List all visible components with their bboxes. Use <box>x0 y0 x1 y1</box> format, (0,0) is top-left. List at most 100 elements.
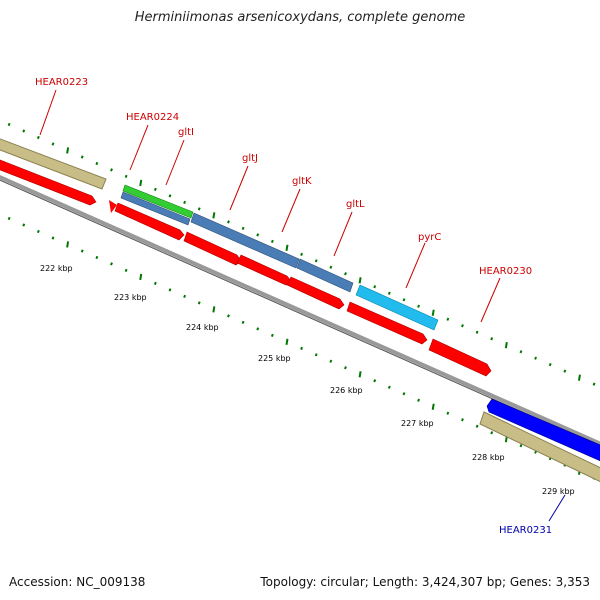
tick-mark <box>490 431 494 435</box>
tick-mark <box>490 337 494 341</box>
tick-mark <box>519 350 523 354</box>
tick-mark <box>51 142 55 146</box>
feature-band-gltk <box>296 258 354 293</box>
scale-label: 228 kbp <box>472 453 505 462</box>
feature-band-gltj <box>190 212 300 269</box>
accession-text: Accession: NC_009138 <box>9 575 146 589</box>
tick-mark <box>66 241 70 248</box>
feature-band-green <box>122 184 194 219</box>
gene-label-hear0230[interactable]: HEAR0230 <box>479 266 532 277</box>
tick-mark <box>417 398 421 402</box>
gene-label-hear0231[interactable]: HEAR0231 <box>499 525 552 536</box>
tick-mark <box>344 272 347 276</box>
tick-mark <box>548 363 552 367</box>
scale-label: 227 kbp <box>401 419 434 428</box>
tick-mark <box>95 161 99 166</box>
tick-mark <box>139 273 143 281</box>
tick-mark <box>563 369 567 373</box>
tick-mark <box>241 320 245 324</box>
tick-mark <box>227 314 230 318</box>
tick-mark <box>270 239 274 243</box>
tick-mark <box>153 187 157 192</box>
feature-band-hear0231 <box>479 411 600 483</box>
feature-track <box>0 89 600 522</box>
tick-mark <box>475 424 479 428</box>
tick-mark <box>22 223 26 227</box>
scale-label: 223 kbp <box>114 293 147 302</box>
tick-mark <box>256 233 260 237</box>
tick-mark <box>183 294 187 299</box>
tick-mark <box>197 301 201 305</box>
gene-label-gltl[interactable]: gltL <box>346 199 365 210</box>
tick-mark <box>387 385 391 389</box>
tick-mark <box>461 324 464 328</box>
tick-mark <box>285 338 289 345</box>
tick-mark <box>446 317 450 321</box>
tick-mark <box>168 288 172 292</box>
gene-label-pyrc[interactable]: pyrC <box>418 232 441 243</box>
tick-mark <box>95 255 99 260</box>
tick-mark <box>300 252 304 256</box>
tick-mark <box>387 291 391 295</box>
tick-mark <box>577 374 581 381</box>
tick-mark <box>285 244 289 251</box>
feature-band-pyrc <box>355 284 439 331</box>
leader-gltk <box>281 188 301 233</box>
gene-label-gltk[interactable]: gltK <box>292 176 312 187</box>
leader-hear0230 <box>480 277 501 323</box>
leader-gltl <box>333 211 353 257</box>
tick-mark <box>153 281 157 286</box>
tick-mark <box>183 200 187 205</box>
map-title: Herminiimonas arsenicoxydans, complete g… <box>134 10 466 25</box>
tick-mark <box>80 249 84 253</box>
scale-label: 229 kbp <box>542 487 575 496</box>
tick-mark <box>592 382 596 386</box>
tick-mark <box>329 265 333 269</box>
tick-mark <box>241 226 245 230</box>
topology-summary: Topology: circular; Length: 3,424,307 bp… <box>260 575 590 589</box>
tick-mark <box>36 229 40 234</box>
tick-mark <box>36 135 40 140</box>
tick-mark <box>110 168 113 172</box>
gene-labels: HEAR0223 HEAR0224 gltI gltJ gltK gltL py… <box>35 77 552 536</box>
tick-mark <box>110 262 113 266</box>
leader-gltj <box>229 165 249 211</box>
scale-label: 225 kbp <box>258 354 291 363</box>
tick-mark <box>314 353 318 357</box>
tick-mark <box>446 411 450 415</box>
tick-mark <box>504 342 508 349</box>
cds-arrow-hear0230 <box>428 338 492 377</box>
tick-mark <box>197 207 201 211</box>
tick-mark <box>358 371 362 378</box>
gene-label-hear0224[interactable]: HEAR0224 <box>126 112 179 123</box>
tick-mark <box>256 327 260 331</box>
tick-mark <box>417 304 421 308</box>
leader-glti <box>165 139 185 186</box>
tick-mark <box>431 403 435 410</box>
cds-arrow-gltl <box>286 276 345 310</box>
tick-mark <box>7 122 11 127</box>
tick-mark <box>344 366 347 370</box>
gene-label-gltj[interactable]: gltJ <box>242 153 258 164</box>
gene-label-glti[interactable]: gltI <box>178 127 194 138</box>
tick-mark <box>329 359 333 363</box>
tick-mark <box>212 212 216 219</box>
tick-mark <box>51 236 55 240</box>
tick-mark <box>139 179 143 187</box>
feature-band-blue-hear0224 <box>120 191 191 226</box>
tick-mark <box>124 174 128 179</box>
feature-arrow-hear0231 <box>486 398 600 462</box>
tick-mark <box>431 309 435 316</box>
tick-mark <box>373 285 377 289</box>
leader-hear0223 <box>39 89 57 136</box>
tick-mark <box>7 216 11 221</box>
gene-label-hear0223[interactable]: HEAR0223 <box>35 77 88 88</box>
feature-band-hear0223 <box>0 138 107 190</box>
tick-mark <box>519 444 523 448</box>
tick-mark <box>300 346 304 350</box>
tick-mark <box>402 392 406 396</box>
scale-label: 222 kbp <box>40 264 73 273</box>
tick-mark <box>358 277 362 284</box>
scale-labels: 222 kbp 223 kbp 224 kbp 225 kbp 226 kbp … <box>40 264 575 496</box>
tick-mark <box>475 330 479 334</box>
